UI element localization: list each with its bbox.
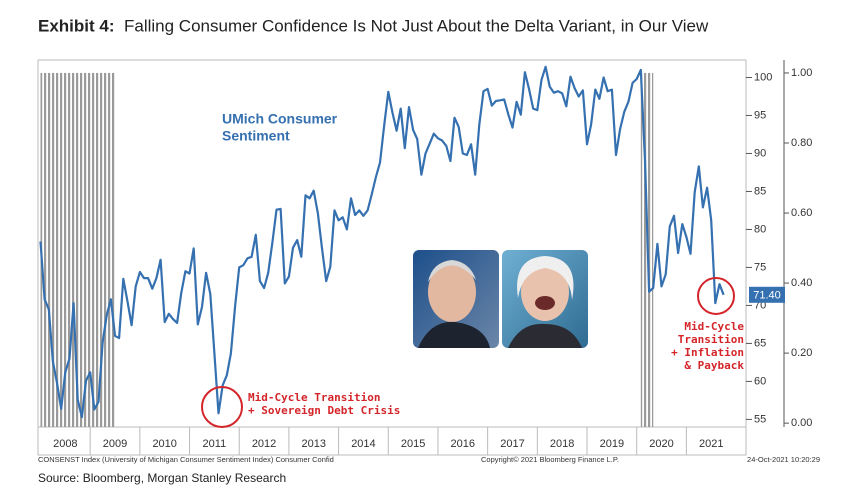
photo	[413, 250, 499, 348]
y-tick-label: 55	[754, 413, 766, 425]
y-tick-label: 85	[754, 185, 766, 197]
annotation: Mid-Cycle	[684, 320, 744, 333]
footer-text: Copyright© 2021 Bloomberg Finance L.P.	[481, 455, 619, 464]
y-tick-label: 90	[754, 147, 766, 159]
x-tick-label: 2021	[699, 438, 723, 450]
y2-tick-label: 0.20	[791, 347, 812, 359]
highlight-circle	[697, 277, 735, 315]
y-tick-label: 65	[754, 337, 766, 349]
x-tick-label: 2011	[203, 438, 227, 450]
x-tick-label: 2016	[451, 438, 475, 450]
y2-tick-label: 0.00	[791, 417, 812, 429]
footer-text: CONSENST Index (University of Michigan C…	[38, 455, 334, 464]
x-tick-label: 2018	[550, 438, 574, 450]
series-label: Sentiment	[222, 128, 290, 144]
footer-text: 24-Oct-2021 10:20:29	[747, 455, 820, 464]
photo	[502, 250, 588, 348]
annotation: + Inflation	[671, 346, 744, 359]
y2-tick-label: 1.00	[791, 67, 812, 79]
title-prefix: Exhibit 4:	[38, 16, 115, 35]
series-label: UMich Consumer	[222, 111, 338, 127]
x-tick-label: 2015	[401, 438, 425, 450]
y2-tick-label: 0.60	[791, 207, 812, 219]
x-tick-label: 2020	[649, 438, 673, 450]
x-tick-label: 2014	[351, 438, 375, 450]
y-tick-label: 60	[754, 375, 766, 387]
chart-title: Falling Consumer Confidence Is Not Just …	[124, 16, 709, 35]
y2-tick-label: 0.40	[791, 277, 812, 289]
y-tick-label: 80	[754, 223, 766, 235]
annotation: + Sovereign Debt Crisis	[248, 404, 400, 417]
y-tick-label: 95	[754, 109, 766, 121]
y-tick-label: 100	[754, 71, 772, 83]
x-tick-label: 2017	[500, 438, 524, 450]
x-tick-label: 2009	[103, 438, 127, 450]
annotation: Mid-Cycle Transition	[248, 391, 380, 404]
x-tick-label: 2013	[302, 438, 326, 450]
y2-tick-label: 0.80	[791, 137, 812, 149]
source: Source: Bloomberg, Morgan Stanley Resear…	[38, 471, 286, 485]
annotation: Transition	[678, 333, 744, 346]
year-strip	[37, 426, 747, 456]
line-series	[39, 65, 725, 419]
annotation: & Payback	[684, 359, 744, 372]
y-tick-label: 75	[754, 261, 766, 273]
x-tick-label: 2019	[600, 438, 624, 450]
x-tick-label: 2012	[252, 438, 276, 450]
last-value-label: 71.40	[753, 290, 781, 302]
x-tick-label: 2010	[152, 438, 176, 450]
highlight-circle	[201, 386, 243, 428]
x-tick-label: 2008	[53, 438, 77, 450]
recession-bar	[40, 72, 116, 427]
last-value-box	[749, 286, 785, 303]
